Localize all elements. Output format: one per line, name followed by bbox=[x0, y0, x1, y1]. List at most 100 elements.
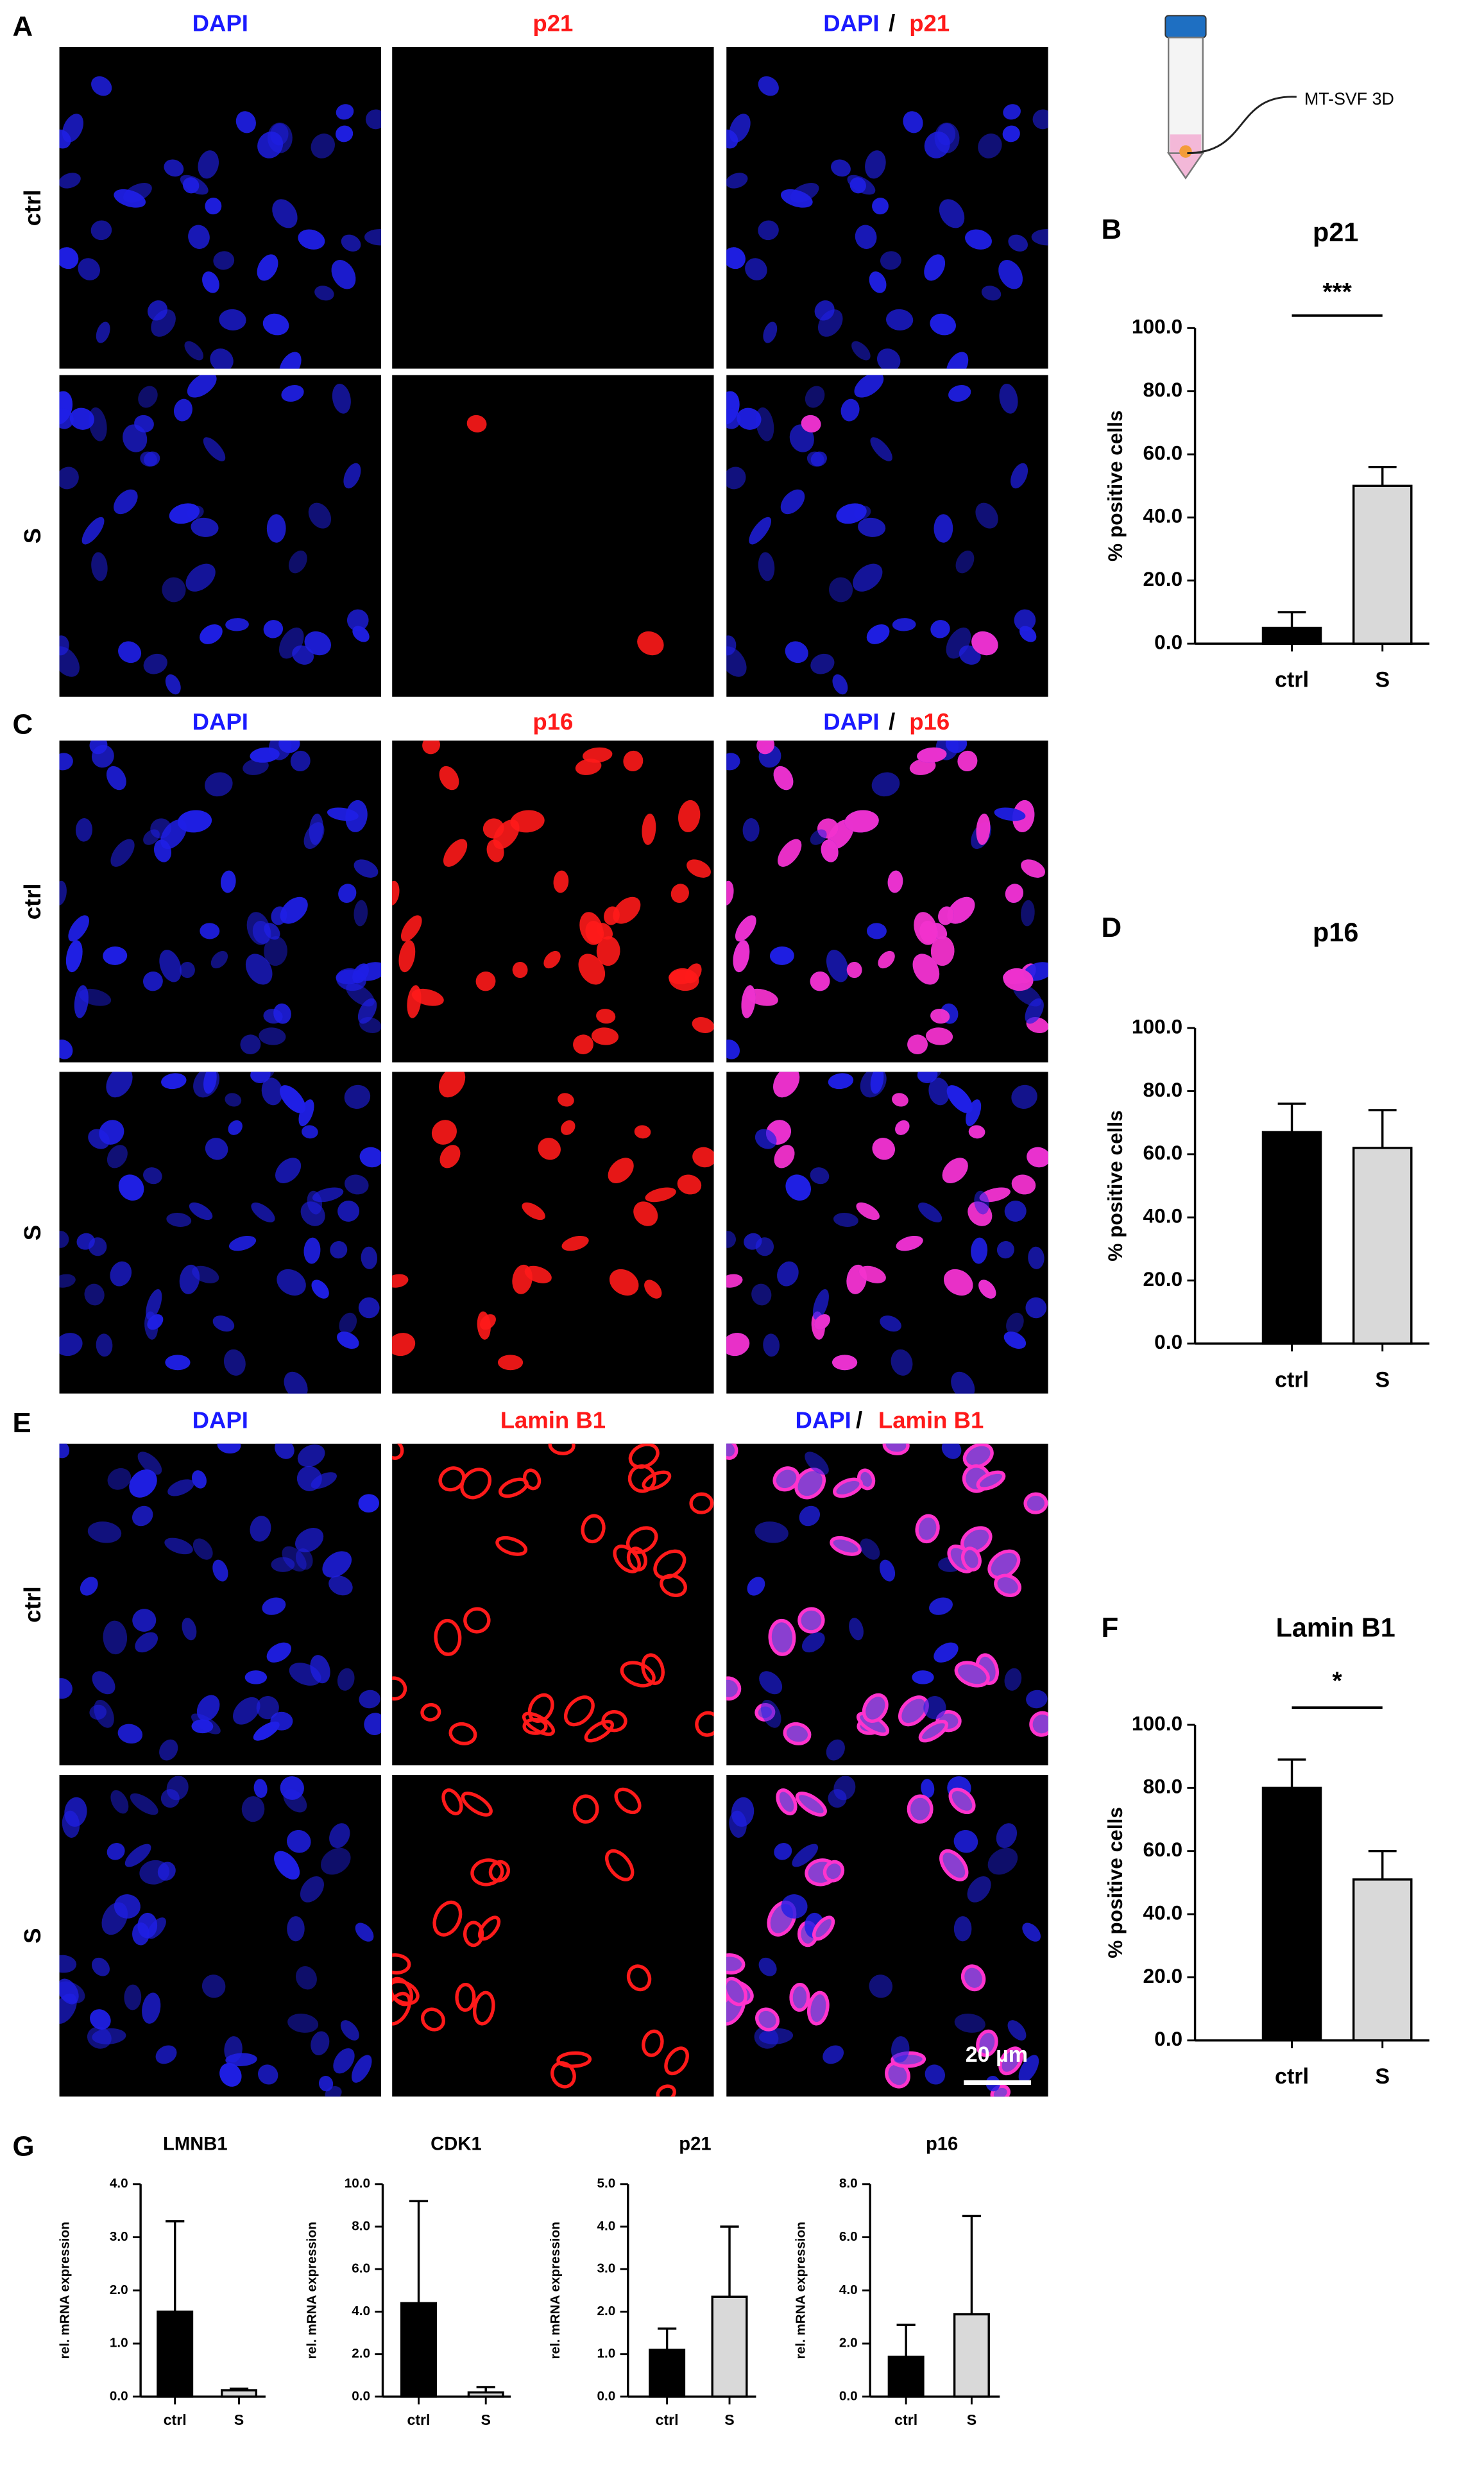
nucleus bbox=[91, 552, 108, 581]
stained-nucleus bbox=[583, 747, 613, 763]
nucleus bbox=[198, 150, 219, 179]
stained-nucleus bbox=[1003, 968, 1034, 991]
micrograph bbox=[726, 1443, 1048, 1766]
nucleus bbox=[994, 807, 1026, 821]
nucleus bbox=[300, 1876, 324, 1903]
stained-nucleus bbox=[522, 1202, 545, 1220]
nuclear-lamina bbox=[472, 1991, 495, 2026]
nucleus bbox=[1008, 234, 1028, 252]
nucleus bbox=[946, 352, 969, 369]
nuclear-lamina bbox=[455, 1982, 476, 2012]
nucleus bbox=[304, 631, 332, 656]
nucleus bbox=[758, 76, 779, 96]
nucleus bbox=[996, 1823, 1018, 1849]
stained-nucleus bbox=[930, 1009, 950, 1024]
x-tick-label: S bbox=[481, 2411, 490, 2428]
nuclear-lamina bbox=[962, 1443, 994, 1469]
stained-nucleus bbox=[553, 870, 569, 893]
y-tick-label: 20.0 bbox=[1143, 1964, 1183, 1987]
nuclear-lamina bbox=[550, 2061, 576, 2089]
nucleus bbox=[106, 1072, 133, 1098]
channel-header: DAPI bbox=[823, 708, 879, 735]
nucleus bbox=[880, 251, 901, 270]
y-tick-label: 0.0 bbox=[597, 2388, 616, 2403]
nucleus bbox=[297, 1444, 325, 1468]
stained-nucleus bbox=[778, 839, 802, 867]
stained-nucleus bbox=[623, 750, 644, 772]
y-tick-label: 0.0 bbox=[110, 2388, 128, 2403]
nucleus bbox=[921, 1779, 935, 1798]
nucleus bbox=[1031, 229, 1048, 246]
stained-nucleus bbox=[644, 1280, 662, 1299]
y-tick-label: 60.0 bbox=[1143, 1141, 1183, 1164]
nucleus bbox=[866, 624, 890, 644]
nucleus bbox=[224, 2036, 243, 2063]
micrograph bbox=[392, 1443, 714, 1766]
nucleus bbox=[134, 415, 154, 432]
nucleus bbox=[287, 1916, 305, 1942]
stained-nucleus bbox=[579, 912, 604, 945]
nucleus bbox=[59, 646, 80, 677]
nucleus bbox=[925, 2064, 946, 2085]
stained-nucleus bbox=[596, 936, 620, 966]
nuclear-lamina bbox=[641, 1653, 665, 1685]
x-tick-label: S bbox=[234, 2411, 244, 2428]
nucleus bbox=[987, 1847, 1018, 1875]
nucleus bbox=[302, 1125, 318, 1139]
stained-nucleus bbox=[524, 1265, 552, 1283]
nuclear-lamina bbox=[461, 1792, 493, 1817]
nucleus bbox=[62, 1810, 80, 1838]
y-tick-label: 2.0 bbox=[597, 2304, 616, 2318]
nucleus bbox=[202, 271, 219, 293]
nucleus bbox=[87, 1521, 122, 1543]
nucleus bbox=[205, 1138, 228, 1160]
stained-nucleus bbox=[591, 1027, 619, 1045]
nucleus bbox=[1014, 609, 1036, 631]
row-label: ctrl bbox=[19, 189, 46, 226]
nucleus bbox=[860, 1538, 880, 1560]
nuclear-lamina bbox=[783, 1722, 812, 1745]
nucleus bbox=[92, 2028, 126, 2044]
nucleus bbox=[283, 1789, 307, 1813]
stained-nucleus bbox=[645, 1187, 676, 1203]
stained-nucleus bbox=[1027, 1147, 1048, 1168]
stained-nucleus bbox=[633, 1201, 658, 1226]
nucleus bbox=[132, 1609, 157, 1632]
nuclear-lamina bbox=[653, 1549, 687, 1580]
nucleus bbox=[855, 225, 877, 249]
nuclear-lamina bbox=[1029, 1711, 1048, 1737]
nucleus bbox=[336, 125, 354, 142]
chart-title: LMNB1 bbox=[163, 2134, 228, 2155]
y-tick-label: 20.0 bbox=[1143, 1267, 1183, 1290]
nucleus bbox=[59, 753, 73, 771]
y-tick-label: 40.0 bbox=[1143, 504, 1183, 527]
nucleus bbox=[146, 1289, 162, 1320]
nucleus bbox=[106, 766, 126, 791]
nucleus bbox=[167, 1479, 194, 1496]
nucleus bbox=[191, 517, 219, 537]
nucleus bbox=[858, 517, 886, 537]
stained-nucleus bbox=[692, 1016, 714, 1034]
nucleus bbox=[953, 1829, 978, 1853]
nucleus bbox=[328, 1575, 353, 1596]
nucleus bbox=[336, 104, 354, 120]
nucleus bbox=[151, 309, 176, 337]
nucleus bbox=[250, 747, 280, 763]
nuclear-lamina bbox=[572, 1794, 599, 1824]
stained-nucleus bbox=[670, 884, 689, 903]
micrograph bbox=[59, 1443, 382, 1766]
nucleus bbox=[311, 1280, 329, 1299]
nucleus bbox=[243, 758, 269, 775]
y-tick-label: 40.0 bbox=[1143, 1901, 1183, 1924]
micrograph bbox=[59, 1072, 382, 1394]
nucleus bbox=[871, 772, 900, 797]
nucleus bbox=[256, 1696, 279, 1720]
nucleus bbox=[223, 1349, 246, 1376]
nucleus bbox=[59, 408, 74, 429]
nuclear-lamina bbox=[660, 1573, 687, 1597]
stained-nucleus bbox=[443, 839, 468, 867]
stained-nucleus bbox=[439, 1072, 466, 1098]
nuclear-lamina bbox=[695, 1711, 714, 1737]
nucleus bbox=[124, 1844, 151, 1867]
nucleus bbox=[998, 260, 1023, 289]
